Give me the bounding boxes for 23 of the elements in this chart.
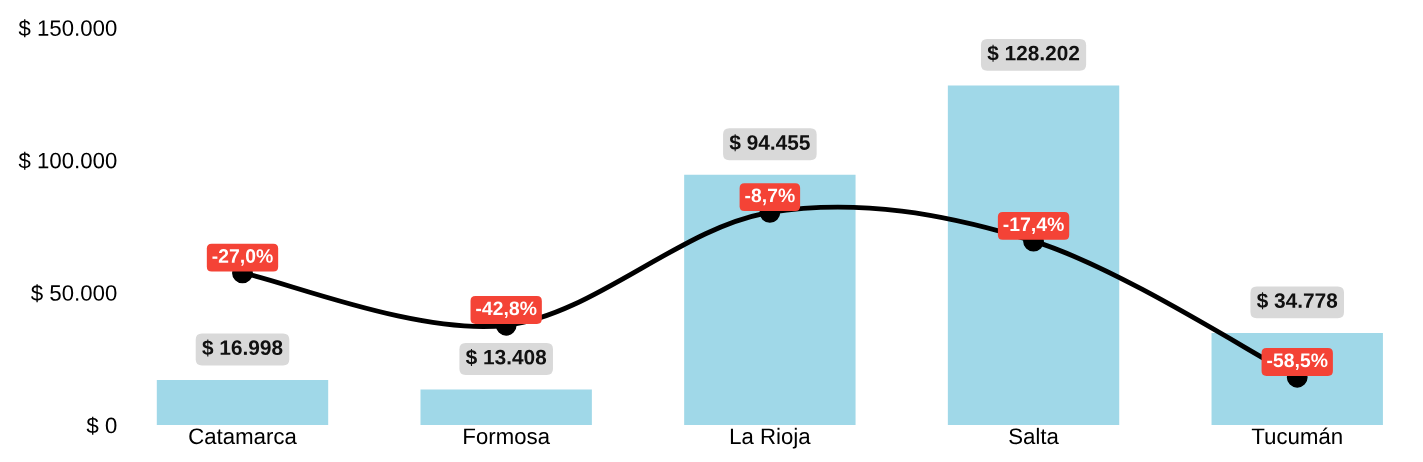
bar (947, 85, 1120, 426)
bar (420, 389, 592, 426)
data-label: $ 34.778 (1256, 292, 1338, 310)
x-tick-label: Catamarca (189, 428, 297, 445)
y-tick-label: $ 50.000 (31, 284, 117, 303)
data-label: $ 16.998 (202, 339, 283, 357)
data-label: $ 13.408 (465, 348, 547, 366)
bar (156, 380, 329, 426)
y-tick-label: $ 150.000 (18, 19, 117, 38)
bar (684, 174, 856, 426)
y-tick-label: $ 100.000 (18, 151, 117, 170)
data-label: -8,7% (745, 188, 795, 206)
x-tick-label: Salta (1009, 427, 1059, 445)
data-label: -42,8% (476, 301, 537, 319)
data-label: $ 128.202 (987, 44, 1080, 62)
data-label: -17,4% (1003, 217, 1064, 234)
x-tick-label: Formosa (464, 428, 551, 445)
y-tick-label: $ 0 (86, 416, 117, 435)
data-label: -27,0% (212, 249, 273, 266)
data-label: -58,5% (1267, 353, 1328, 370)
data-label: $ 94.455 (729, 134, 810, 152)
x-tick-label: La Rioja (730, 427, 811, 449)
x-tick-label: Tucumán (1251, 427, 1342, 445)
